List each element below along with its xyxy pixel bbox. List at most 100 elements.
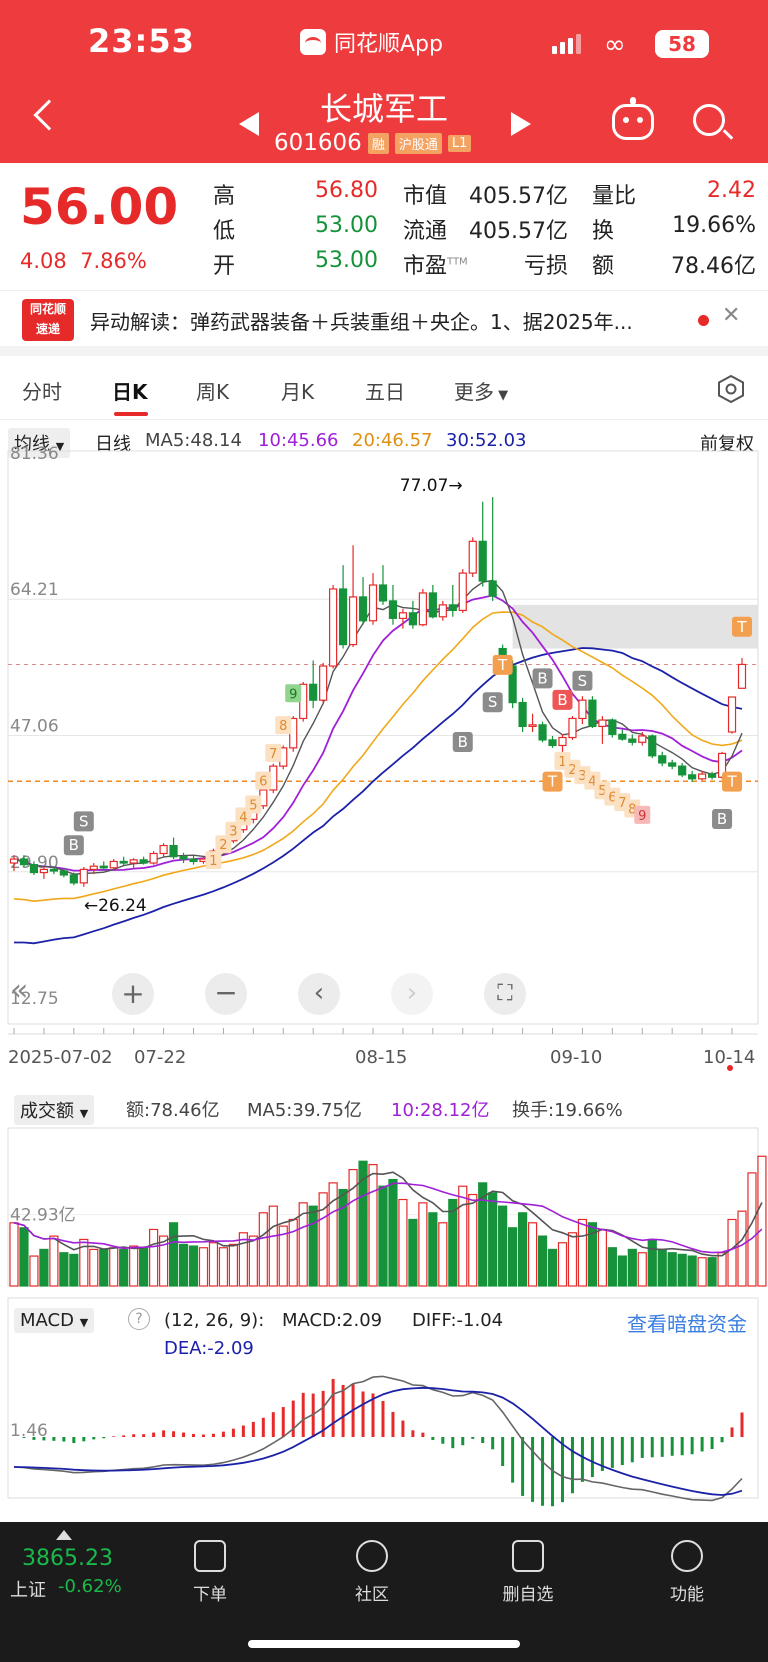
candle [438,604,447,618]
volume-bar [438,1222,448,1287]
candle [668,762,677,767]
news-ticker[interactable]: 同花顺 速递 异动解读：弹药武器装备＋兵装重组＋央企。1、据2025年... ✕ [0,290,768,346]
signal-b: B [537,669,547,687]
kline-frame [7,450,759,1025]
volume-ma5: MA5:39.75亿 [247,1100,362,1121]
candle [358,596,368,622]
news-text[interactable]: 异动解读：弹药武器装备＋兵装重组＋央企。1、据2025年... [90,310,633,334]
signal-b-box [552,689,573,710]
count-label: 5 [598,784,606,799]
expand-up-icon[interactable] [56,1530,72,1540]
volume-bar [627,1248,637,1287]
tab-weekly[interactable]: 周K [196,380,230,404]
ma20-label: 20:46.57 [352,430,433,451]
adjust-button[interactable]: 前复权 [700,434,754,455]
count-label: 6 [259,775,267,790]
tab-intraday[interactable]: 分时 [22,380,62,404]
x-tick-label: 08-15 [355,1047,407,1068]
signal-t-box [492,654,513,675]
header-bar: 23:53 同花顺App ∞ 58 长城军工 601606 融 沪股通 L1 [0,0,768,163]
nav-order[interactable]: 下单 [160,1530,260,1605]
star-badge-icon [356,1540,388,1572]
volume-bar [468,1193,478,1287]
count-label: 6 [608,791,616,806]
zoom-out-icon[interactable]: − [205,973,247,1015]
candle [119,860,128,864]
scroll-left-icon[interactable]: ‹ [298,973,340,1015]
volume-bar [368,1163,378,1287]
nav-remove-watchlist[interactable]: 删自选 [478,1530,578,1605]
tab-monthly[interactable]: 月K [281,380,315,404]
close-icon[interactable]: ✕ [722,303,741,328]
pe-ttm: TTM [447,256,468,268]
candle [737,663,747,689]
volume-indicator-dropdown[interactable]: 成交额 ▼ [14,1095,95,1125]
signal-s: S [488,693,498,711]
nav-functions[interactable]: 功能 [637,1530,737,1605]
macd-indicator-dropdown[interactable]: MACD ▼ [14,1308,95,1333]
signal-t-box [542,771,563,792]
scroll-right-icon[interactable]: › [391,973,433,1015]
period-label: 日线 [95,434,131,455]
ma10-line [13,594,743,872]
tab-daily[interactable]: 日K [112,380,148,404]
y-tick-label: 47.06 [10,716,59,736]
settings-hex-icon[interactable] [716,374,746,404]
volume-bar [278,1225,288,1287]
count-label: 1 [209,854,217,869]
volume-bar [168,1222,179,1287]
candle [678,765,687,776]
candle [329,588,338,667]
dark-pool-link[interactable]: 查看暗盘资金 [627,1312,747,1336]
index-value[interactable]: 3865.23 [22,1546,113,1571]
search-icon[interactable] [693,104,725,136]
tab-five-day[interactable]: 五日 [365,380,405,404]
candle [398,612,408,619]
zoom-in-icon[interactable]: + [112,973,154,1015]
tab-more[interactable]: 更多 ▼ [454,380,509,404]
candle [159,844,168,855]
candle [548,739,557,747]
fullscreen-icon[interactable]: ⛶ [484,973,526,1015]
signal-b: B [69,836,79,854]
volume-bar [727,1218,737,1287]
candle [418,592,427,626]
price-change: 4.08 7.86% [20,249,147,273]
candle [648,735,657,757]
next-stock-icon[interactable] [511,112,531,136]
value-mktcap: 405.57亿 [469,184,568,209]
value-pe: 亏损 [523,254,568,279]
chart-area: 81.3664.2147.0629.9012.7577.07→←26.24BSB… [7,444,767,1507]
candle [189,858,198,863]
help-icon[interactable]: ? [128,1308,150,1330]
volume-bar [737,1210,747,1287]
candle [578,699,587,720]
stock-name: 长城军工 [319,90,448,128]
app-indicator[interactable]: 同花顺App [300,26,443,58]
candle [149,852,158,864]
volume-bar [577,1218,588,1287]
candle [139,859,148,864]
volume-bar [9,1222,19,1287]
ma30-label: 30:52.03 [446,430,527,451]
count-label: 5 [249,799,257,814]
volume-bar [448,1198,458,1287]
volume-bar [527,1222,538,1287]
candle [428,592,437,618]
high-annotation: 77.07→ [400,476,463,496]
label-mktcap: 市值 [403,184,448,209]
prev-stock-icon[interactable] [239,112,259,136]
indicator-dropdown[interactable]: 均线 ▼ [8,428,71,458]
value-float: 405.57亿 [469,219,568,244]
count-label: 8 [628,802,636,817]
signal-t: T [736,618,747,636]
robot-assistant-icon[interactable] [612,97,654,140]
volume-bar [268,1205,278,1287]
candle [19,858,29,866]
volume-bar [757,1155,767,1287]
collapse-icon[interactable]: « [10,973,29,1008]
volume-bar [49,1235,59,1287]
signal-t-box [732,616,752,637]
nav-community[interactable]: 社区 [322,1530,422,1605]
volume-bar [617,1255,627,1287]
